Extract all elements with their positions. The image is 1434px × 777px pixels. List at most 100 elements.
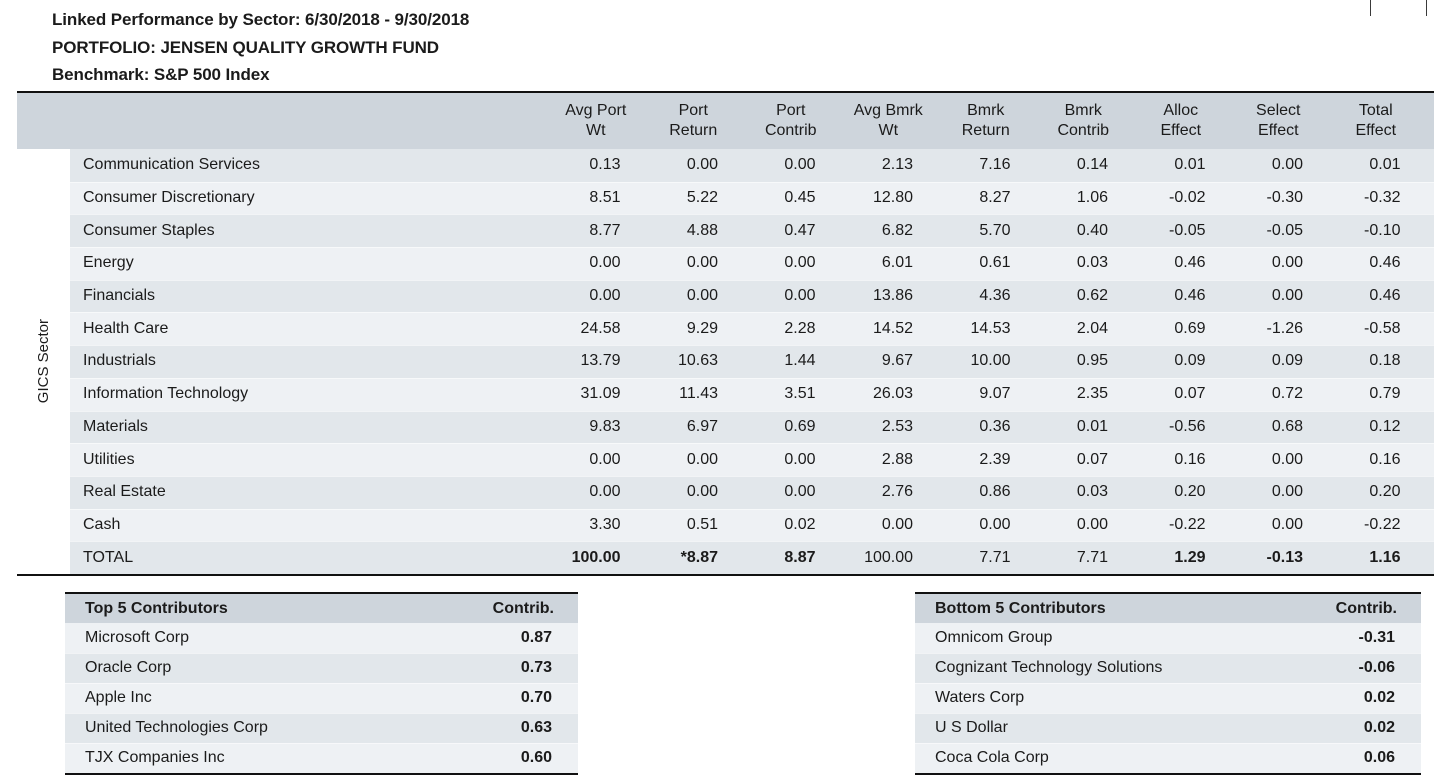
table-row: Financials 0.00 0.00 0.00 13.86 4.36 0.62 0.46 0… [70, 279, 1434, 313]
cell-value: 0.00 [979, 515, 1011, 533]
cell-value: 0.40 [1076, 221, 1108, 239]
cell-value: 8.87 [784, 548, 816, 566]
cell-value: 0.07 [1174, 385, 1206, 403]
cell-value: 2.88 [881, 450, 913, 468]
sector-name: Utilities [83, 450, 135, 468]
tick-mark [1370, 0, 1371, 16]
top-contributors-table: Top 5 Contributors Contrib. Microsoft Co… [65, 592, 578, 775]
cell-value: 6.82 [881, 221, 913, 239]
cell-value: 0.14 [1076, 156, 1108, 174]
cell-value: 0.01 [1076, 417, 1108, 435]
contributor-name: U S Dollar [935, 719, 1008, 736]
table-row: Consumer Discretionary 8.51 5.22 0.45 12.80 8… [70, 181, 1434, 215]
column-header-line1: Total [1358, 101, 1393, 119]
contributor-name: United Technologies Corp [85, 719, 268, 736]
cell-value: 2.76 [881, 483, 913, 501]
column-header-line2: Return [961, 122, 1010, 139]
cell-value: -0.32 [1364, 189, 1401, 207]
cell-value: 2.28 [784, 319, 816, 337]
cell-value: 9.67 [881, 352, 913, 370]
cell-value: 0.01 [1174, 156, 1206, 174]
cell-value: 0.61 [979, 254, 1011, 272]
sector-name: Real Estate [83, 483, 166, 501]
contributor-value: 0.87 [520, 629, 552, 646]
bottom-contributors-rows: Omnicom Group -0.31 Cognizant Technology S… [915, 623, 1421, 773]
cell-value: 0.09 [1271, 352, 1303, 370]
contributor-name: TJX Companies Inc [85, 749, 225, 766]
table-row: Energy 0.00 0.00 0.00 6.01 0.61 0.03 0.46 0.00 0.… [70, 247, 1434, 280]
column-header-line1: Avg Bmrk [853, 101, 923, 119]
contributor-value: 0.02 [1363, 689, 1395, 706]
cell-value: 0.00 [589, 483, 621, 501]
cell-value: 6.01 [881, 254, 913, 272]
cell-value: 0.00 [686, 450, 718, 468]
cell-value: 7.16 [979, 156, 1011, 174]
table-row: Communication Services 0.13 0.00 0.00 2.13 7.… [70, 149, 1434, 182]
top-contributors-rows: Microsoft Corp 0.87 Oracle Corp 0.73 Apple I… [65, 623, 578, 773]
table-row: Utilities 0.00 0.00 0.00 2.88 2.39 0.07 0.16 0.0… [70, 443, 1434, 476]
table-body: GICS Sector Communication Services 0.13 0.… [17, 149, 1434, 574]
cell-value: 9.29 [686, 319, 718, 337]
contributor-value: 0.73 [520, 659, 552, 676]
cell-value: -1.26 [1266, 319, 1303, 337]
cell-value: -0.22 [1169, 515, 1206, 533]
column-header-line1: Select [1256, 101, 1301, 119]
cell-value: -0.30 [1266, 189, 1303, 207]
cell-value: 0.62 [1076, 287, 1108, 305]
contributor-name: Microsoft Corp [85, 629, 190, 646]
cell-value: 0.36 [979, 417, 1011, 435]
cell-value: 0.72 [1271, 385, 1303, 403]
column-header: Bmrk Contrib [1035, 101, 1133, 142]
sector-name: Cash [83, 515, 121, 533]
sector-rows: Communication Services 0.13 0.00 0.00 2.13 7.… [70, 149, 1434, 574]
report-header: Linked Performance by Sector: 6/30/2018 … [52, 6, 469, 89]
contributor-name: Oracle Corp [85, 659, 172, 676]
cell-value: 0.45 [784, 189, 816, 207]
contributor-name: Waters Corp [935, 689, 1025, 706]
column-header-line1: Port [776, 101, 806, 119]
cell-value: 1.44 [784, 352, 816, 370]
list-item: Oracle Corp 0.73 [65, 653, 578, 683]
cell-value: 3.30 [589, 515, 621, 533]
sector-name: Consumer Staples [83, 221, 215, 239]
total-label: TOTAL [83, 548, 134, 566]
cell-value: 10.00 [970, 352, 1011, 370]
table-row: Industrials 13.79 10.63 1.44 9.67 10.00 0.95 0.… [70, 345, 1434, 378]
cell-value: 100.00 [864, 548, 913, 566]
table-row: Materials 9.83 6.97 0.69 2.53 0.36 0.01 -0.56 0.… [70, 410, 1434, 444]
column-header-line2: Contrib [764, 122, 817, 139]
cell-value: 13.86 [872, 287, 913, 305]
cell-value: -0.10 [1364, 221, 1401, 239]
cell-value: 0.46 [1174, 287, 1206, 305]
cell-value: 0.00 [784, 254, 816, 272]
cell-value: 0.00 [589, 450, 621, 468]
cell-value: 0.16 [1369, 450, 1401, 468]
cell-value: 0.79 [1369, 385, 1401, 403]
total-row: TOTAL 100.00 *8.87 8.87 100.00 7.71 7.71 1.29 -0… [70, 541, 1434, 574]
cell-value: 26.03 [872, 385, 913, 403]
cell-value: 8.77 [589, 221, 621, 239]
cell-value: 4.88 [686, 221, 718, 239]
cell-value: 2.04 [1076, 319, 1108, 337]
table-row: Health Care 24.58 9.29 2.28 14.52 14.53 2.04 0.… [70, 312, 1434, 346]
cell-value: 0.46 [1369, 254, 1401, 272]
cell-value: 8.51 [589, 189, 621, 207]
cell-value: 0.00 [784, 483, 816, 501]
cell-value: 0.00 [784, 287, 816, 305]
cell-value: 0.01 [1369, 156, 1401, 174]
column-header: Avg Bmrk Wt [840, 101, 938, 142]
cell-value: -0.05 [1266, 221, 1303, 239]
cell-value: 0.00 [1271, 254, 1303, 272]
contributor-name: Apple Inc [85, 689, 152, 706]
list-item: Cognizant Technology Solutions -0.06 [915, 653, 1421, 683]
cell-value: 0.00 [784, 450, 816, 468]
contributor-value: 0.02 [1363, 719, 1395, 736]
table-row: Information Technology 31.09 11.43 3.51 26.0… [70, 377, 1434, 411]
list-item: TJX Companies Inc 0.60 [65, 743, 578, 773]
row-axis: GICS Sector [17, 149, 70, 574]
cell-value: 0.00 [1076, 515, 1108, 533]
top-contributors-header: Top 5 Contributors Contrib. [65, 594, 578, 623]
cell-value: 0.20 [1369, 483, 1401, 501]
cell-value: -0.22 [1364, 515, 1401, 533]
cell-value: 0.69 [1174, 319, 1206, 337]
